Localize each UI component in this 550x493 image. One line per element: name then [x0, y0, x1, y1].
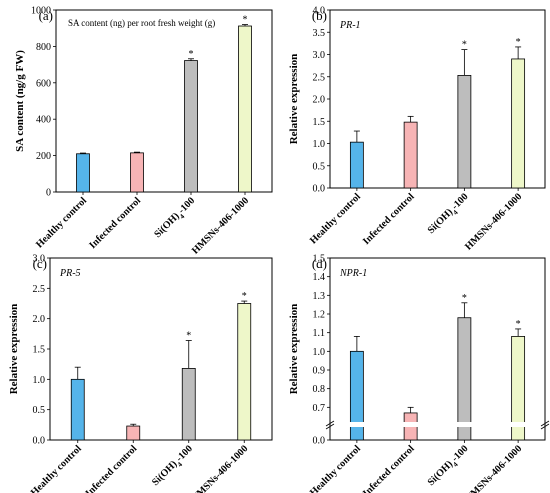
category-label: HMSNs-406-1000 [463, 443, 524, 493]
panel-label: (c) [33, 256, 47, 271]
y-tick-label: 0.5 [313, 161, 326, 172]
category-label: Healthy control [308, 191, 363, 246]
y-tick-label: 1.1 [313, 328, 326, 339]
bar [237, 303, 252, 441]
chart-title: PR-1 [339, 20, 361, 31]
y-axis-label: Relative expression [288, 54, 300, 145]
plot-frame [329, 257, 546, 441]
y-tick-label: 2.5 [33, 284, 46, 295]
y-tick-label: 0.0 [313, 436, 326, 447]
significance-mark: * [462, 293, 467, 304]
y-axis-label: SA content (ng/g FW) [14, 50, 26, 152]
y-tick-label: 1.2 [313, 310, 326, 321]
category-label: Healthy control [29, 443, 84, 493]
y-tick-label: 1.5 [313, 254, 326, 265]
category-label: Infected control [84, 443, 140, 493]
significance-mark: * [516, 37, 521, 48]
chart-title: NPR-1 [339, 268, 367, 279]
y-tick-label: 1000 [31, 6, 51, 17]
significance-mark: * [516, 319, 521, 330]
bar [457, 317, 472, 441]
axis-break-gap [331, 422, 544, 427]
chart-title: SA content (ng) per root fresh weight (g… [68, 18, 215, 28]
bar [349, 141, 364, 189]
y-tick-label: 0.0 [33, 436, 46, 447]
axis-break-mark [325, 423, 335, 430]
y-tick-label: 1.5 [33, 345, 46, 356]
category-label: Infected control [87, 195, 143, 251]
y-tick-label: 0 [46, 188, 51, 199]
y-axis-label: Relative expression [8, 304, 20, 395]
y-tick-label: 400 [36, 115, 51, 126]
y-tick-label: 200 [36, 151, 51, 162]
bar [457, 75, 472, 189]
y-tick-label: 2.0 [33, 314, 46, 325]
y-tick-label: 2.5 [313, 72, 326, 83]
y-tick-label: 4.0 [313, 6, 326, 17]
significance-mark: * [462, 40, 467, 51]
y-tick-label: 0.0 [313, 184, 326, 195]
category-label: HMSNs-406-1000 [190, 195, 251, 256]
bar [511, 58, 526, 189]
category-label: Healthy control [308, 443, 363, 493]
y-tick-label: 1.3 [313, 291, 326, 302]
significance-mark: * [189, 49, 194, 60]
axis-break-mark [540, 420, 550, 427]
bar [130, 152, 144, 193]
category-label: Infected control [361, 191, 417, 247]
category-label: HMSNs-406-1000 [463, 191, 524, 252]
y-tick-label: 3.5 [313, 28, 326, 39]
panel-label: (b) [312, 8, 327, 23]
axis-break-mark [325, 420, 335, 427]
y-axis-label: Relative expression [288, 304, 300, 395]
category-label: Si(OH)4-100 [426, 443, 473, 490]
chart-panel-c: Healthy control Infected control * Si(OH)4-… [8, 254, 273, 493]
y-tick-label: 1.4 [313, 272, 326, 283]
bar [70, 378, 85, 441]
y-tick-label: 0.5 [33, 405, 46, 416]
significance-mark: * [186, 331, 191, 342]
y-tick-label: 0.7 [313, 403, 326, 414]
y-tick-label: 1.0 [33, 375, 46, 386]
category-label: Si(OH)4-100 [426, 191, 473, 238]
bar [184, 60, 198, 193]
bar [76, 153, 90, 193]
chart-title: PR-5 [59, 268, 81, 279]
y-tick-label: 1.0 [313, 139, 326, 150]
y-tick-label: 600 [36, 78, 51, 89]
y-tick-label: 1.0 [313, 347, 326, 358]
significance-mark: * [242, 291, 247, 302]
y-tick-label: 0.9 [313, 366, 326, 377]
panel-label: (a) [39, 8, 53, 23]
bar [403, 121, 418, 189]
y-tick-label: 3.0 [33, 254, 46, 265]
y-tick-label: 0.8 [313, 384, 326, 395]
y-tick-label: 800 [36, 42, 51, 53]
category-label: Infected control [361, 443, 417, 493]
plot-frame [55, 9, 273, 193]
category-label: Si(OH)4-100 [152, 195, 199, 242]
category-label: Healthy control [34, 195, 89, 250]
category-label: HMSNs-406-1000 [189, 443, 250, 493]
y-tick-label: 3.0 [313, 50, 326, 61]
y-tick-label: 1.5 [313, 117, 326, 128]
bar [126, 425, 141, 441]
axis-break-mark [540, 423, 550, 430]
bar [181, 368, 196, 441]
y-tick-label: 2.0 [313, 95, 326, 106]
bar [238, 25, 252, 193]
panel-label: (d) [312, 256, 327, 271]
significance-mark: * [243, 15, 248, 26]
category-label: Si(OH)4-100 [150, 443, 197, 490]
